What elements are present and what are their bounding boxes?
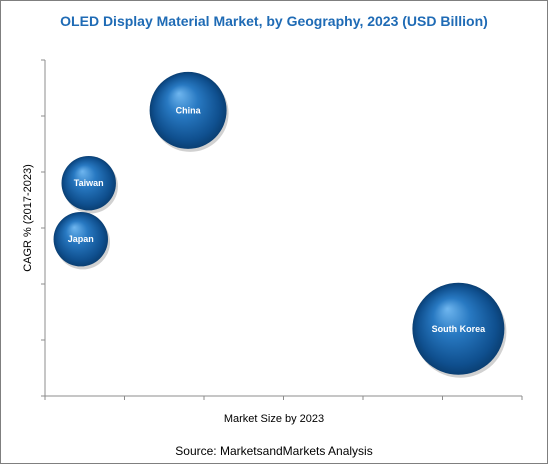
source-note: Source: MarketsandMarkets Analysis <box>175 444 373 458</box>
bubble-label: China <box>176 105 202 115</box>
bubble-japan: Japan <box>53 211 110 270</box>
bubble-china: China <box>149 71 229 152</box>
y-axis-label: CAGR % (2017-2023) <box>22 164 34 272</box>
bubble-mark <box>412 282 505 375</box>
bubble-mark <box>149 71 227 149</box>
x-axis-label: Market Size by 2023 <box>223 413 325 425</box>
bubble-label: Taiwan <box>74 178 104 188</box>
bubble-mark <box>61 155 116 211</box>
bubble-label: South Korea <box>432 324 486 334</box>
bubble-south-korea: South Korea <box>412 282 507 378</box>
bubble-label: Japan <box>68 234 94 244</box>
chart-title: OLED Display Material Market, by Geograp… <box>60 13 488 29</box>
bubble-mark <box>53 211 108 267</box>
bubble-taiwan: Taiwan <box>61 155 118 214</box>
